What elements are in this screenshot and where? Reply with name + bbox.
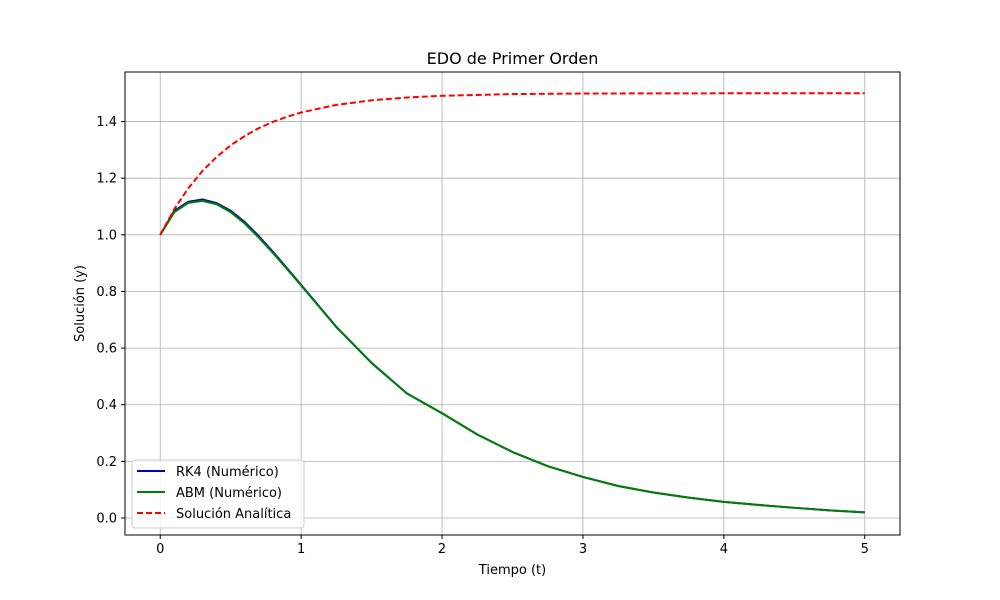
series-lines	[159, 92, 865, 514]
y-tick-label: 0.4	[96, 398, 117, 413]
y-tick-label: 0.0	[96, 512, 117, 527]
x-tick-label: 4	[720, 542, 728, 557]
legend: RK4 (Numérico) ABM (Numérico) Solución A…	[131, 459, 305, 529]
x-tick-label: 1	[297, 542, 305, 557]
axis-ticks: 0 1 2 3 4 5 0.0 0.2 0.4 0.6 0.8 1.0 1.2 1.4	[96, 115, 869, 557]
legend-label-abm: ABM (Numérico)	[176, 486, 282, 501]
x-tick-label: 3	[579, 542, 587, 557]
y-axis-label: Solución (y)	[73, 265, 88, 342]
x-tick-label: 2	[438, 542, 446, 557]
y-tick-label: 0.8	[96, 285, 117, 300]
x-tick-label: 0	[156, 542, 164, 557]
x-axis-label: Tiempo (t)	[478, 563, 546, 578]
legend-label-rk4: RK4 (Numérico)	[176, 465, 279, 480]
y-tick-label: 1.0	[96, 228, 117, 243]
y-tick-label: 1.2	[96, 172, 117, 187]
legend-box	[131, 459, 305, 529]
legend-label-analytic: Solución Analítica	[176, 507, 291, 522]
x-tick-label: 5	[861, 542, 869, 557]
y-tick-label: 0.2	[96, 455, 117, 470]
series-line-analytic	[159, 92, 865, 236]
plot-frame	[124, 71, 901, 536]
y-tick-label: 1.4	[96, 115, 117, 130]
series-line-abm	[159, 199, 865, 514]
chart-title: EDO de Primer Orden	[427, 49, 599, 68]
y-tick-label: 0.6	[96, 342, 117, 357]
